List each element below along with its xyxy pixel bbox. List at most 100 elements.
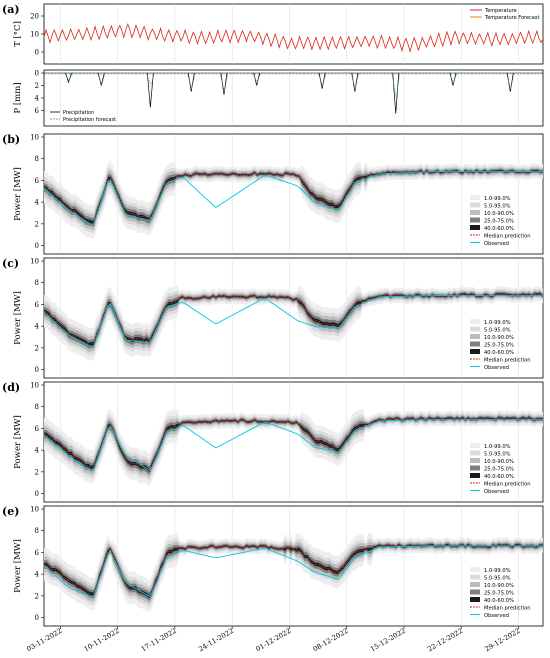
legend-label: Precipitation xyxy=(63,110,94,116)
quantile-band xyxy=(44,543,543,599)
x-tick-label: 15-12-2022 xyxy=(369,627,407,654)
legend-swatch xyxy=(470,195,480,200)
y-axis-label: P [mm] xyxy=(13,82,23,113)
y-axis-label: T [°C] xyxy=(13,21,23,47)
legend-swatch xyxy=(470,341,480,347)
precipitation-spike xyxy=(220,72,228,95)
panel-label: (a) xyxy=(2,3,20,16)
x-axis: 03-11-2022 10-11-2022 17-11-2022 24-11-2022… xyxy=(25,626,521,653)
precip-forecast-spike xyxy=(252,72,261,84)
x-tick-label: 29-12-2022 xyxy=(484,627,522,654)
legend-label: 25.0-75.0% xyxy=(484,343,514,349)
y-tick-label: 2 xyxy=(35,220,39,228)
precip-forecast-spike xyxy=(505,72,515,89)
y-tick-label: 6 xyxy=(35,301,40,309)
y-tick-label: 4 xyxy=(35,447,40,455)
legend-swatch xyxy=(470,225,480,230)
legend-label: Temperature Forecast xyxy=(484,15,539,21)
legend-swatch xyxy=(470,589,480,595)
observed-line xyxy=(43,419,543,472)
legend-label: 1.0-99.0% xyxy=(484,196,511,202)
y-tick-label: 8 xyxy=(35,403,39,411)
median-prediction-line xyxy=(43,544,544,598)
y-tick-label: 0 xyxy=(35,366,39,374)
panel-b: 0 2 4 6 8 10 Power [MW] (b) 1.0-99.0% 5.0-95.0%10… xyxy=(2,133,544,255)
median-prediction-line xyxy=(43,170,544,223)
legend-label: Median prediction xyxy=(484,482,531,488)
legend-label: 40.0-60.0% xyxy=(484,598,514,604)
y-tick-label: 6 xyxy=(35,549,40,557)
panel-e: 0 2 4 6 8 10 Power [MW] (e) 1.0-99.0% 5.0-95.0%10… xyxy=(2,505,544,627)
legend-power: 1.0-99.0% 5.0-95.0%10.0-90.0% 25.0-75.0%40… xyxy=(470,567,531,619)
panel-label: (b) xyxy=(2,133,20,146)
legend-swatch xyxy=(470,574,480,580)
panel-c: 0 2 4 6 8 10 Power [MW] (c) 1.0-99.0% 5.0-95.0%10… xyxy=(2,257,544,379)
precip-forecast-spike xyxy=(146,72,155,87)
legend-label: 40.0-60.0% xyxy=(484,474,514,480)
y-tick-label: 4 xyxy=(35,95,40,103)
panel-d: 0 2 4 6 8 10 Power [MW] (d) 1.0-99.0% 5.0-95.0%10… xyxy=(2,381,544,503)
y-tick-label: 10 xyxy=(30,134,39,142)
y-tick-label: 10 xyxy=(30,258,39,266)
y-tick-label: 2 xyxy=(35,468,39,476)
y-tick-label: 0 xyxy=(35,242,39,250)
legend-swatch xyxy=(470,202,480,208)
y-tick-label: 4 xyxy=(35,199,40,207)
legend-label: 5.0-95.0% xyxy=(484,452,511,458)
y-tick-label: 4 xyxy=(35,323,40,331)
y-tick-label: 0 xyxy=(35,70,39,78)
legend-label: 1.0-99.0% xyxy=(484,444,511,450)
y-tick-label: 8 xyxy=(35,279,39,287)
x-tick-label: 24-11-2022 xyxy=(197,627,235,654)
plot-frame xyxy=(43,69,544,127)
legend-swatch xyxy=(470,473,480,478)
x-tick-label: 01-12-2022 xyxy=(254,627,292,654)
legend-label: Median prediction xyxy=(484,606,531,612)
legend-swatch xyxy=(470,217,480,223)
legend-label: Observed xyxy=(484,365,509,371)
legend-label: Observed xyxy=(484,489,509,495)
legend-label: 1.0-99.0% xyxy=(484,320,511,326)
legend-label: 10.0-90.0% xyxy=(484,583,514,589)
legend-swatch xyxy=(470,326,480,332)
precip-forecast-spike xyxy=(317,72,327,87)
legend-label: Temperature xyxy=(484,8,517,14)
precip-forecast-spike xyxy=(64,72,73,82)
precip-forecast-spike xyxy=(186,72,196,89)
legend-power: 1.0-99.0% 5.0-95.0%10.0-90.0% 25.0-75.0%40… xyxy=(470,195,531,247)
legend-label: Median prediction xyxy=(484,358,531,364)
y-tick-label: 10 xyxy=(30,506,39,514)
y-tick-label: 8 xyxy=(35,155,39,163)
legend-swatch xyxy=(470,450,480,456)
legend-swatch xyxy=(470,210,480,215)
y-tick-label: 4 xyxy=(35,571,40,579)
observed-line xyxy=(43,171,543,226)
legend-power: 1.0-99.0% 5.0-95.0%10.0-90.0% 25.0-75.0%40… xyxy=(470,443,531,495)
x-tick-label: 10-11-2022 xyxy=(83,627,121,654)
precipitation-spike xyxy=(449,72,457,86)
y-tick-label: 6 xyxy=(35,107,40,115)
precip-forecast-spike xyxy=(219,72,229,92)
y-tick-label: 2 xyxy=(35,82,39,90)
legend-label: 10.0-90.0% xyxy=(484,211,514,217)
x-tick-label: 08-12-2022 xyxy=(312,627,350,654)
y-axis-label: Power [MW] xyxy=(13,291,23,345)
legend-label: Median prediction xyxy=(484,234,531,240)
legend-power: 1.0-99.0% 5.0-95.0%10.0-90.0% 25.0-75.0%40… xyxy=(470,319,531,371)
precipitation-spike xyxy=(187,72,195,92)
panel-label: (d) xyxy=(2,381,20,394)
precipitation-spike xyxy=(97,72,105,86)
x-tick-label: 17-11-2022 xyxy=(140,627,178,654)
precipitation-spike xyxy=(146,72,154,108)
y-tick-label: 6 xyxy=(35,177,40,185)
legend-swatch xyxy=(470,349,480,354)
y-tick-label: 2 xyxy=(35,592,39,600)
observed-line xyxy=(43,295,543,348)
legend-label: Observed xyxy=(484,241,509,247)
legend-label: Precipitation forecast xyxy=(63,117,116,123)
